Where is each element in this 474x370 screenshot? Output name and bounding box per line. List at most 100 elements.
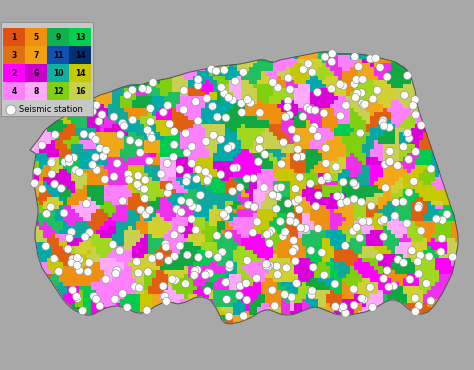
Bar [3, 46, 25, 64]
Circle shape [339, 303, 347, 311]
Circle shape [314, 132, 322, 141]
Circle shape [273, 205, 280, 213]
Circle shape [383, 73, 391, 81]
Circle shape [427, 297, 435, 305]
Circle shape [292, 185, 300, 193]
Bar [69, 64, 91, 82]
Circle shape [283, 103, 292, 111]
Circle shape [308, 68, 316, 76]
Circle shape [298, 152, 306, 161]
Circle shape [338, 305, 346, 313]
Circle shape [291, 245, 299, 252]
Circle shape [409, 102, 417, 110]
Circle shape [47, 159, 55, 167]
Circle shape [400, 259, 408, 267]
Circle shape [292, 218, 299, 226]
Circle shape [73, 293, 81, 300]
Circle shape [443, 211, 451, 218]
Circle shape [294, 195, 302, 203]
Circle shape [266, 262, 273, 269]
Circle shape [265, 239, 273, 247]
Circle shape [183, 173, 191, 181]
Circle shape [126, 137, 134, 144]
Circle shape [146, 206, 154, 214]
Circle shape [417, 227, 425, 235]
Circle shape [273, 270, 282, 279]
Circle shape [210, 131, 218, 139]
Circle shape [118, 197, 127, 205]
Circle shape [75, 168, 83, 176]
Circle shape [194, 253, 202, 261]
Circle shape [183, 251, 191, 259]
Circle shape [101, 175, 109, 184]
Circle shape [73, 254, 82, 262]
Circle shape [337, 112, 344, 120]
Circle shape [222, 278, 230, 286]
Circle shape [309, 126, 317, 134]
Circle shape [233, 164, 241, 172]
Circle shape [188, 159, 196, 168]
Circle shape [341, 242, 349, 250]
Circle shape [322, 159, 330, 167]
Circle shape [176, 242, 184, 250]
Circle shape [182, 178, 190, 186]
Circle shape [112, 270, 120, 278]
Circle shape [293, 153, 301, 161]
Circle shape [240, 312, 248, 320]
Text: 5: 5 [34, 33, 38, 41]
Circle shape [134, 269, 142, 277]
Circle shape [385, 124, 393, 131]
Circle shape [357, 89, 365, 97]
Circle shape [73, 295, 82, 302]
Circle shape [367, 202, 375, 210]
Circle shape [256, 109, 264, 117]
Circle shape [214, 253, 222, 262]
Circle shape [339, 178, 347, 186]
Circle shape [320, 109, 328, 117]
Bar [25, 46, 47, 64]
Circle shape [415, 302, 423, 310]
Circle shape [134, 172, 142, 180]
Circle shape [332, 163, 340, 171]
Circle shape [146, 131, 155, 138]
Circle shape [350, 285, 358, 293]
Circle shape [231, 77, 239, 85]
Circle shape [449, 253, 456, 261]
Circle shape [253, 218, 261, 226]
Circle shape [204, 269, 212, 277]
Circle shape [262, 260, 270, 268]
Circle shape [141, 176, 149, 184]
Circle shape [164, 189, 172, 197]
Circle shape [220, 66, 228, 74]
Bar [3, 82, 25, 100]
Circle shape [250, 203, 258, 211]
Circle shape [415, 202, 423, 209]
Circle shape [168, 275, 176, 283]
Circle shape [286, 217, 294, 225]
Circle shape [6, 105, 16, 115]
Circle shape [280, 138, 288, 146]
Text: 6: 6 [33, 68, 38, 77]
Circle shape [208, 65, 215, 73]
Circle shape [337, 199, 345, 207]
Text: 11: 11 [53, 50, 63, 60]
Circle shape [286, 111, 293, 119]
Circle shape [391, 212, 399, 220]
Circle shape [86, 229, 93, 236]
Circle shape [401, 91, 409, 99]
Circle shape [237, 100, 246, 107]
Circle shape [170, 231, 178, 239]
Circle shape [253, 274, 261, 282]
Circle shape [159, 108, 167, 116]
Bar [25, 64, 47, 82]
Circle shape [414, 204, 422, 212]
Circle shape [422, 279, 430, 287]
Circle shape [109, 240, 117, 249]
Circle shape [34, 167, 41, 175]
Circle shape [96, 302, 104, 310]
Bar [47, 46, 69, 64]
Circle shape [201, 271, 209, 279]
Circle shape [361, 100, 369, 108]
Circle shape [182, 129, 190, 137]
Circle shape [194, 81, 202, 90]
